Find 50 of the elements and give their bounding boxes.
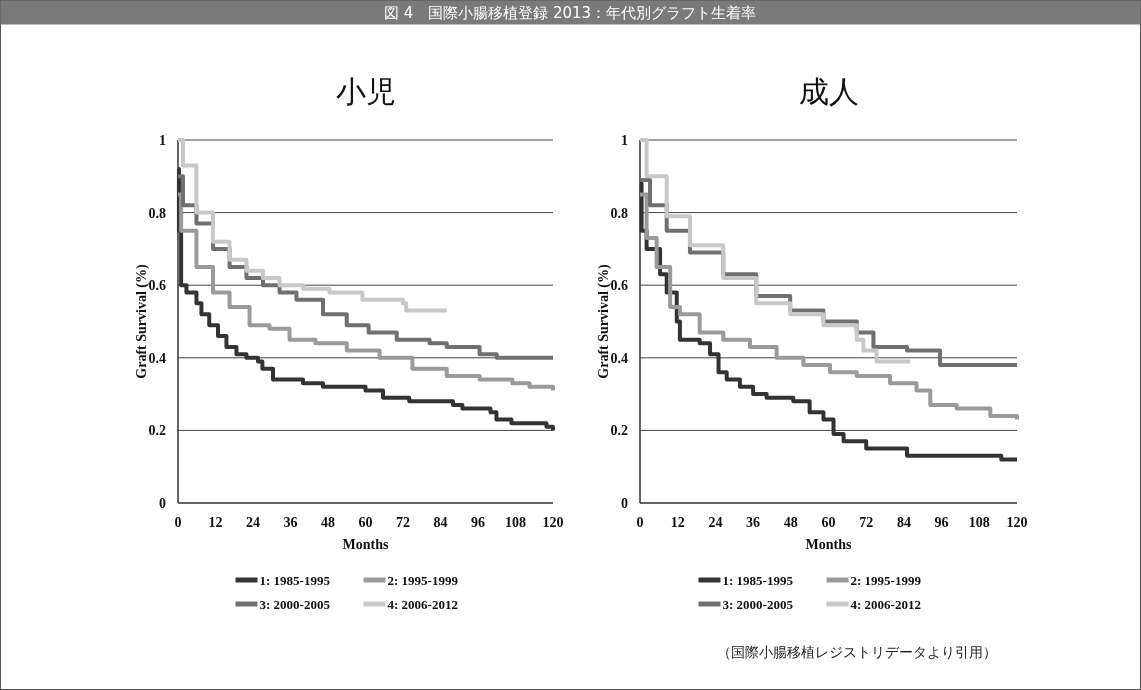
x-tick-label: 12 (670, 515, 685, 530)
text: （国際小腸移植レジストリデータより引用） (717, 644, 997, 660)
y-tick-label: 1 (621, 133, 628, 148)
y-tick-label: 0.2 (610, 423, 628, 439)
chart-title: 小児 (335, 74, 396, 109)
x-tick-label: 24 (708, 515, 723, 530)
legend-label: 4: 2006-2012 (387, 597, 458, 612)
y-tick-label: 0 (159, 496, 166, 511)
x-tick-label: 72 (396, 515, 410, 530)
legend-label: 4: 2006-2012 (850, 597, 921, 612)
x-tick-label: 120 (1006, 515, 1028, 530)
y-tick-label: 0.6 (610, 278, 628, 294)
x-tick-label: 48 (321, 515, 335, 530)
legend-label: 3: 2000-2005 (722, 597, 794, 612)
chart-title: 成人 (798, 74, 859, 109)
legend-label: 2: 1995-1999 (850, 573, 922, 588)
x-tick-label: 60 (358, 515, 373, 530)
caption: 図 4 国際小腸移植登録 2013：年代別グラフト生着率 (383, 4, 757, 22)
x-tick-label: 108 (505, 515, 526, 530)
y-tick-label: 0.8 (148, 205, 166, 221)
x-tick-label: 36 (746, 515, 761, 530)
x-tick-label: 0 (174, 515, 182, 530)
x-tick-label: 108 (968, 515, 990, 530)
y-tick-label: 0.4 (610, 350, 628, 366)
x-tick-label: 120 (542, 515, 564, 530)
x-tick-label: 84 (433, 515, 448, 530)
x-axis-title: Months (805, 537, 852, 552)
x-tick-label: 60 (821, 515, 836, 530)
x-tick-label: 84 (896, 515, 911, 530)
x-tick-label: 72 (859, 515, 874, 530)
y-tick-label: 0.6 (148, 278, 166, 294)
legend-label: 1: 1985-1995 (259, 573, 331, 588)
y-axis-title: Graft Survival (%) (596, 264, 612, 379)
legend-label: 3: 2000-2005 (259, 597, 331, 612)
legend-label: 2: 1995-1999 (387, 573, 459, 588)
legend-label: 1: 1985-1995 (722, 573, 794, 588)
x-tick-label: 24 (246, 515, 260, 530)
y-tick-label: 0.4 (148, 350, 166, 366)
x-tick-label: 0 (636, 515, 644, 530)
x-axis-title: Months (342, 537, 389, 552)
y-tick-label: 0.8 (610, 205, 628, 221)
y-tick-label: 0 (621, 496, 628, 511)
y-tick-label: 1 (159, 133, 166, 148)
x-tick-label: 36 (283, 515, 298, 530)
y-tick-label: 0.2 (148, 423, 166, 439)
x-tick-label: 48 (783, 515, 798, 530)
y-axis-title: Graft Survival (%) (134, 264, 150, 379)
x-tick-label: 12 (208, 515, 223, 530)
x-tick-label: 96 (471, 515, 485, 530)
x-tick-label: 96 (934, 515, 949, 530)
